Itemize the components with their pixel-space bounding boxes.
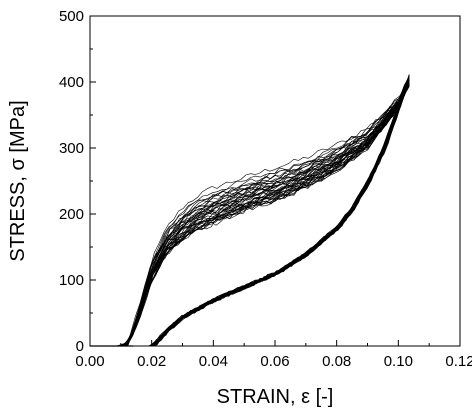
hysteresis-cycle [117, 75, 410, 347]
hysteresis-cycle [116, 78, 410, 347]
hysteresis-cycle [118, 75, 410, 347]
hysteresis-cycle [123, 78, 410, 347]
hysteresis-cycle [116, 75, 410, 347]
y-tick-label: 500 [59, 8, 84, 25]
hysteresis-cycle [117, 79, 410, 347]
hysteresis-cycle [121, 78, 410, 347]
hysteresis-cycle [120, 78, 410, 347]
hysteresis-cycle [122, 79, 410, 347]
hysteresis-cycle [117, 76, 410, 347]
hysteresis-cycle [122, 77, 410, 347]
x-tick-label: 0.12 [445, 353, 472, 370]
hysteresis-cycle [121, 77, 410, 347]
x-tick-label: 0.04 [199, 353, 228, 370]
hysteresis-cycle [120, 75, 410, 347]
hysteresis-cycle [114, 76, 410, 347]
hysteresis-cycle [119, 77, 410, 347]
y-tick-label: 300 [59, 140, 84, 157]
hysteresis-cycle [123, 80, 410, 347]
x-tick-label: 0.10 [384, 353, 413, 370]
y-tick-label: 400 [59, 74, 84, 91]
hysteresis-cycle [115, 77, 410, 347]
hysteresis-curves [90, 74, 410, 347]
hysteresis-cycle [125, 79, 410, 347]
hysteresis-cycle [119, 76, 410, 347]
hysteresis-cycle [117, 76, 410, 347]
hysteresis-cycle [123, 79, 410, 347]
hysteresis-cycle [122, 80, 410, 347]
hysteresis-cycle [121, 77, 410, 347]
hysteresis-cycle [116, 74, 410, 347]
y-axis-ticks: 0 100 200 300 400 500 [59, 8, 96, 355]
hysteresis-cycle [120, 79, 410, 347]
hysteresis-cycle [125, 79, 410, 347]
y-tick-label: 100 [59, 272, 84, 289]
hysteresis-cycle [124, 78, 410, 347]
x-tick-label: 0.00 [75, 353, 104, 370]
y-tick-label: 0 [76, 338, 84, 355]
hysteresis-cycle [124, 78, 410, 347]
hysteresis-cycle [115, 76, 410, 347]
x-tick-label: 0.08 [322, 353, 351, 370]
hysteresis-cycle [126, 78, 410, 347]
y-axis-title: STRESS, σ [MPa] [7, 100, 29, 261]
hysteresis-cycle [115, 75, 410, 347]
hysteresis-cycle [122, 76, 410, 347]
hysteresis-cycle [119, 75, 410, 347]
x-axis-ticks: 0.00 0.02 0.04 0.06 0.08 0.10 0.12 [75, 340, 472, 370]
hysteresis-cycle [126, 77, 410, 347]
hysteresis-cycle [115, 77, 410, 347]
hysteresis-cycle [120, 80, 410, 347]
hysteresis-cycle [118, 74, 410, 347]
x-tick-label: 0.02 [137, 353, 166, 370]
x-axis-title: STRAIN, ε [-] [217, 386, 334, 408]
hysteresis-cycle [124, 78, 410, 347]
hysteresis-cycle [126, 78, 410, 347]
y-tick-label: 200 [59, 206, 84, 223]
x-tick-label: 0.06 [260, 353, 289, 370]
hysteresis-cycle [125, 76, 410, 347]
